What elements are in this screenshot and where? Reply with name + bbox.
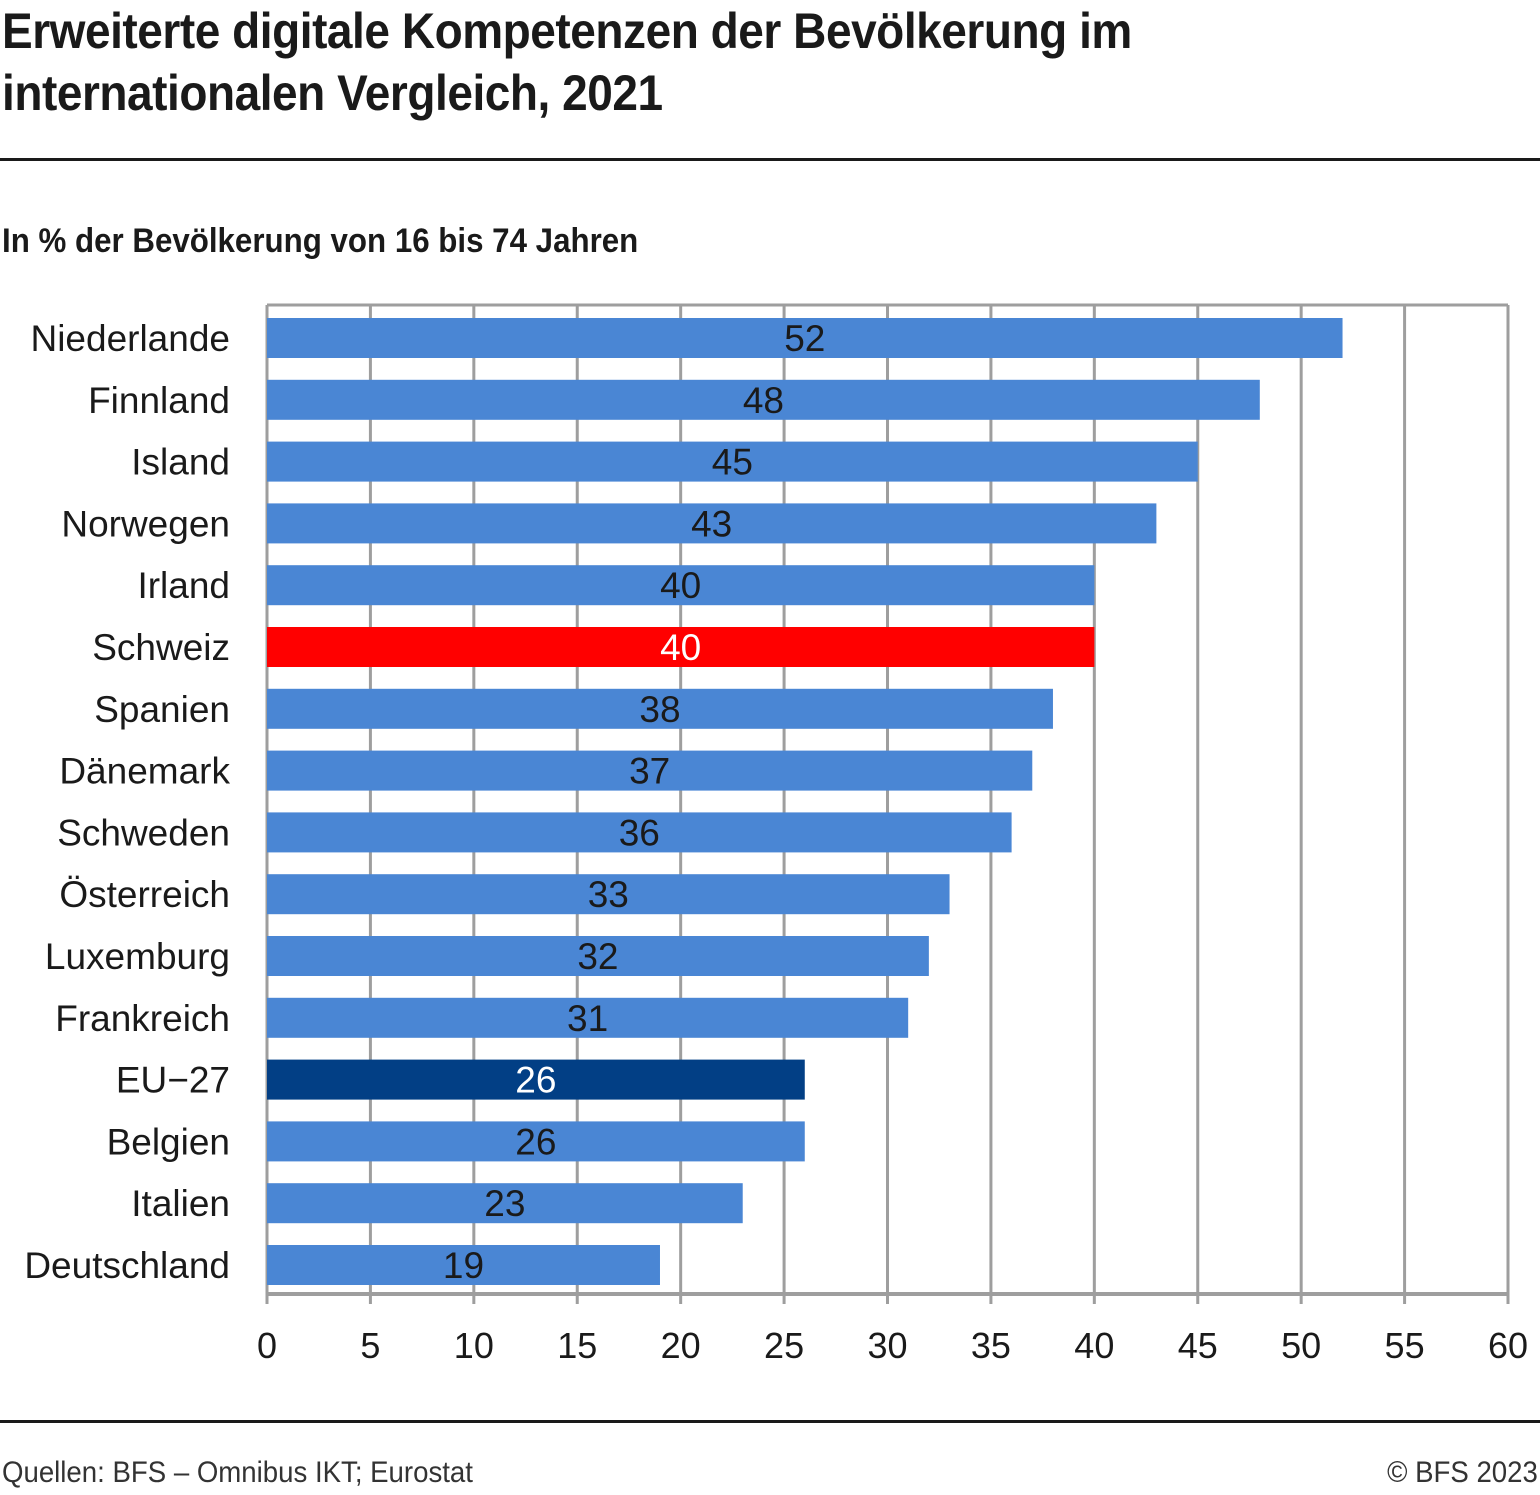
category-label: EU−27: [116, 1060, 230, 1101]
x-tick-label: 45: [1178, 1325, 1218, 1366]
category-label: Luxemburg: [45, 936, 230, 977]
value-label: 36: [619, 812, 660, 853]
x-tick-label: 35: [971, 1325, 1011, 1366]
value-label: 23: [484, 1183, 525, 1224]
value-label: 32: [577, 936, 618, 977]
bar-frankreich: [267, 997, 909, 1038]
value-label: 45: [712, 442, 753, 483]
bar-belgien: [267, 1121, 805, 1162]
value-label: 33: [588, 874, 629, 915]
bar-irland: [267, 565, 1095, 606]
source-note: Quellen: BFS – Omnibus IKT; Eurostat: [2, 1456, 473, 1489]
bar-island: [267, 441, 1198, 482]
category-label: Schweiz: [92, 627, 230, 668]
value-label: 52: [784, 318, 825, 359]
chart-subtitle: In % der Bevölkerung von 16 bis 74 Jahre…: [2, 222, 639, 260]
value-label: 40: [660, 627, 701, 668]
value-label: 38: [639, 689, 680, 730]
x-tick-label: 0: [257, 1325, 277, 1366]
x-tick-label: 20: [661, 1325, 701, 1366]
category-label: Belgien: [107, 1121, 230, 1162]
category-label: Deutschland: [24, 1245, 230, 1286]
bars: [267, 318, 1343, 1285]
category-label: Schweden: [57, 812, 230, 853]
x-tick-label: 30: [867, 1325, 907, 1366]
x-tick-label: 40: [1074, 1325, 1114, 1366]
x-tick-label: 10: [454, 1325, 494, 1366]
value-label: 37: [629, 751, 670, 792]
bar-italien: [267, 1183, 743, 1224]
bar-chart: Niederlande Finnland Island Norwegen Irland S…: [24, 303, 1528, 1366]
x-tick-label: 15: [557, 1325, 597, 1366]
category-label: Norwegen: [61, 503, 230, 544]
chart-title: Erweiterte digitale Kompetenzen der Bevö…: [2, 3, 1132, 121]
bar-schweden: [267, 812, 1012, 853]
category-label: Spanien: [94, 689, 230, 730]
category-label: Finnland: [88, 380, 230, 421]
value-label: 31: [567, 998, 608, 1039]
category-label: Dänemark: [59, 751, 230, 792]
x-tick-label: 50: [1281, 1325, 1321, 1366]
value-label: 48: [743, 380, 784, 421]
footer-divider: [0, 1420, 1540, 1423]
x-tick-label: 25: [764, 1325, 804, 1366]
category-labels: Niederlande Finnland Island Norwegen Irland S…: [24, 318, 230, 1286]
value-label: 26: [515, 1121, 556, 1162]
bar-schweiz: [267, 627, 1095, 667]
bar-österreich: [267, 874, 950, 915]
x-tick-label: 55: [1385, 1325, 1425, 1366]
x-tick-label: 60: [1488, 1325, 1528, 1366]
category-label: Italien: [131, 1183, 230, 1224]
category-label: Irland: [137, 565, 230, 606]
bar-dänemark: [267, 750, 1033, 791]
value-label: 40: [660, 565, 701, 606]
category-label: Frankreich: [55, 998, 230, 1039]
bar-luxemburg: [267, 936, 929, 976]
bar-deutschland: [267, 1245, 660, 1285]
category-label: Island: [131, 442, 230, 483]
category-label: Österreich: [59, 874, 230, 915]
bar-spanien: [267, 688, 1053, 729]
bar-finnland: [267, 379, 1260, 420]
value-label: 43: [691, 503, 732, 544]
category-label: Niederlande: [30, 318, 230, 359]
x-axis: 0 5 10 15 20 25 30 35 40 45 50 55 60: [257, 1292, 1528, 1366]
value-label: 26: [515, 1060, 556, 1101]
copyright: © BFS 2023: [1387, 1456, 1538, 1489]
bar-eu−27: [267, 1059, 805, 1100]
bar-norwegen: [267, 503, 1157, 544]
bar-niederlande: [267, 318, 1343, 358]
x-tick-label: 5: [360, 1325, 380, 1366]
title-divider: [0, 158, 1540, 161]
value-label: 19: [443, 1245, 484, 1286]
